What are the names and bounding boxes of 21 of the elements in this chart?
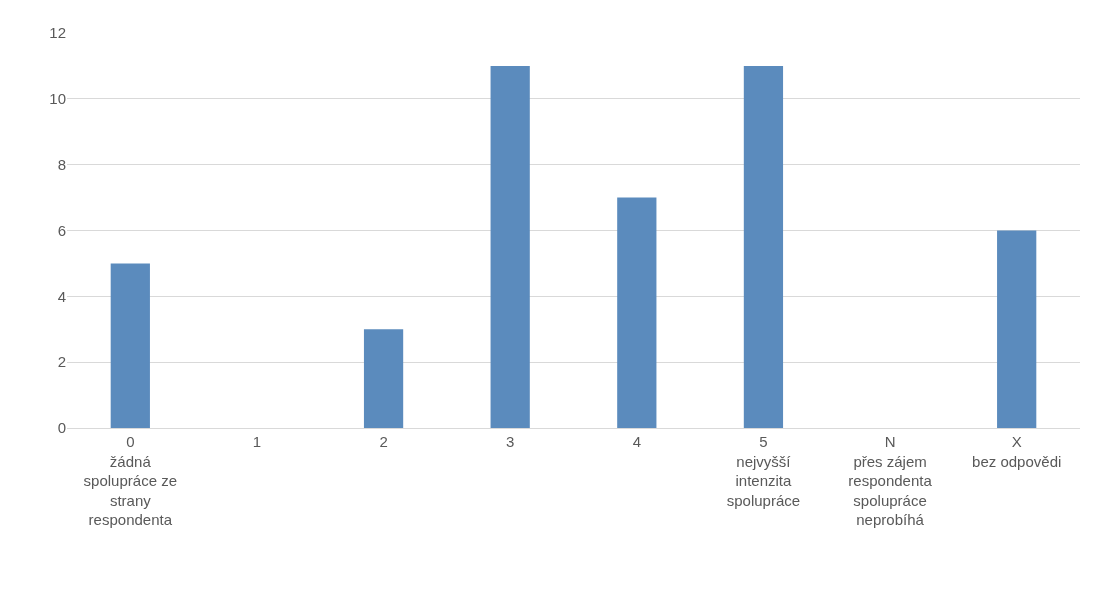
x-tick-label: 2 bbox=[379, 433, 388, 450]
y-tick-label: 10 bbox=[49, 90, 66, 108]
x-tick-label: 1 bbox=[252, 433, 262, 450]
bar bbox=[617, 197, 657, 428]
x-tick-label: 0 žádná spolupráce ze strany respondenta bbox=[83, 433, 178, 528]
x-tick-label: 5 nejvyšší intenzita spolupráce bbox=[726, 433, 801, 509]
bar bbox=[743, 65, 784, 428]
y-tick-label: 6 bbox=[57, 221, 66, 239]
y-tick-label: 8 bbox=[57, 155, 66, 173]
x-tick-label: N přes zájem respondenta spolupráce neprobíhá bbox=[848, 433, 933, 528]
bar bbox=[110, 263, 150, 428]
bar bbox=[490, 65, 530, 428]
bar bbox=[997, 230, 1037, 428]
y-tick-label: 2 bbox=[57, 353, 66, 371]
y-tick-label: 4 bbox=[57, 287, 66, 305]
x-tick-label: 3 bbox=[506, 433, 515, 450]
bar bbox=[363, 329, 404, 428]
x-tick-label: 4 bbox=[632, 433, 641, 450]
x-tick-label: X bez odpovědi bbox=[972, 433, 1062, 470]
y-tick-label: 0 bbox=[57, 419, 66, 437]
y-tick-label: 12 bbox=[49, 24, 66, 42]
